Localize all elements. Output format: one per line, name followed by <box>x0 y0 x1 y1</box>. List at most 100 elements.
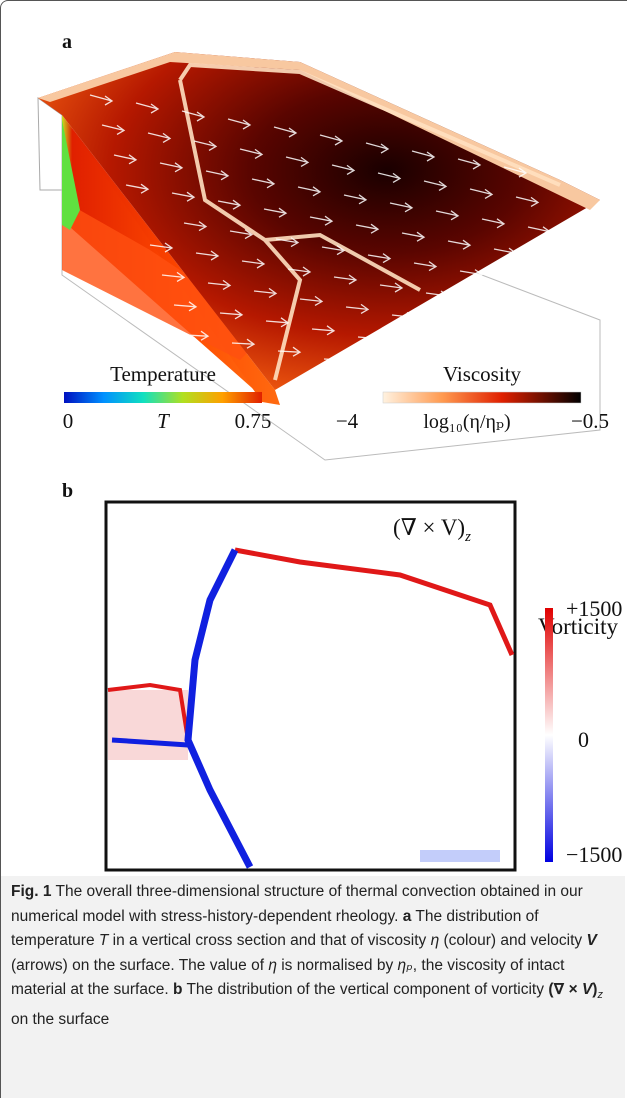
velocity-arrow <box>469 188 494 199</box>
velocity-arrow <box>333 274 358 285</box>
velocity-arrow <box>425 290 450 301</box>
velocity-arrow <box>239 148 264 159</box>
caption-text: on the surface <box>11 1010 110 1028</box>
velocity-arrow <box>515 196 540 207</box>
velocity-arrow <box>285 156 310 167</box>
velocity-arrow <box>369 362 394 373</box>
velocity-arrow <box>391 311 416 322</box>
velocity-arrow <box>193 140 218 151</box>
cross-section-shade <box>62 200 270 360</box>
caption-text: , the viscosity of intact material at th… <box>11 956 565 999</box>
velocity-arrow <box>449 349 474 360</box>
velocity-arrow <box>205 170 230 181</box>
velocity-arrow <box>539 255 564 266</box>
velocity-arrow <box>319 134 344 146</box>
velocity-arrow <box>323 354 348 365</box>
velocity-arrow <box>229 229 254 240</box>
annotation: (∇ × V)z <box>393 515 471 545</box>
velocity-arrow <box>527 226 552 237</box>
cross-section-cold <box>62 120 80 230</box>
vorticity-patch <box>108 690 188 760</box>
velocity-arrow <box>459 269 484 280</box>
velocity-arrow <box>265 317 290 328</box>
panel-label: b <box>62 480 73 502</box>
velocity-arrow <box>551 285 576 296</box>
velocity-arrow <box>423 180 448 191</box>
velocity-arrow <box>275 237 300 248</box>
colorbar-tick-label: 0 <box>578 727 589 752</box>
caption-symbol: z <box>597 989 603 1002</box>
negative-vorticity-band <box>184 548 254 869</box>
velocity-arrow <box>493 247 518 258</box>
caption-text: The distribution of the vertical compone… <box>182 981 549 998</box>
velocity-arrow <box>125 183 150 194</box>
figure-caption: Fig. 1 The overall three-dimensional str… <box>0 876 625 1098</box>
caption-symbol: ) <box>592 981 598 998</box>
velocity-arrow <box>173 301 198 312</box>
velocity-arrow <box>161 271 186 282</box>
caption-symbol: (∇ × <box>548 981 582 998</box>
velocity-arrow <box>287 266 312 277</box>
velocity-arrow <box>231 338 256 349</box>
vorticity-patch <box>420 850 500 862</box>
velocity-arrow <box>403 341 428 352</box>
velocity-arrow <box>377 172 402 183</box>
shear-band <box>178 62 561 381</box>
velocity-arrow <box>219 309 244 320</box>
velocity-arrow <box>343 194 368 205</box>
colorbar-label: T <box>157 409 170 433</box>
velocity-arrow <box>411 150 436 162</box>
velocity-arrow <box>321 245 346 256</box>
negative-vorticity-band <box>111 737 189 748</box>
caption-symbol: V <box>586 932 597 949</box>
velocity-arrow <box>437 319 462 330</box>
velocity-arrow <box>541 365 566 376</box>
velocity-arrow <box>277 346 302 357</box>
vorticity-colorbar <box>545 608 553 862</box>
colorbar-tick-label: 0 <box>63 409 74 433</box>
velocity-arrow <box>505 277 530 288</box>
caption-text: (colour) and velocity <box>439 932 587 949</box>
viscosity-colorbar <box>382 391 582 404</box>
colorbar-label: log₁₀(η/ηₚ) <box>423 411 510 433</box>
caption-symbol: T <box>98 932 109 949</box>
velocity-arrow <box>101 124 126 135</box>
caption-text: The distribution of temperature <box>11 907 539 950</box>
caption-text: is normalised by <box>276 956 398 974</box>
caption-text: The overall three-dimensional structure … <box>11 883 583 925</box>
velocity-arrow <box>159 162 184 173</box>
velocity-arrow <box>299 295 324 306</box>
velocity-arrow <box>357 333 382 344</box>
colorbar-tick-label: 0.75 <box>235 409 272 433</box>
velocity-arrow <box>135 102 160 114</box>
colorbar-tick-label: −1500 <box>566 842 622 867</box>
velocity-arrow <box>181 110 206 122</box>
velocity-arrow <box>195 250 220 261</box>
velocity-arrow <box>529 335 554 346</box>
positive-vorticity-band <box>107 682 190 741</box>
caption-label: Fig. 1 <box>11 883 52 900</box>
velocity-arrow <box>227 118 252 130</box>
colorbar-title: Temperature <box>110 362 216 386</box>
velocity-arrow <box>331 164 356 175</box>
velocity-arrow <box>447 239 472 250</box>
caption-panel-ref: b <box>172 981 183 998</box>
velocity-arrow <box>297 186 322 197</box>
caption-symbol: ηₚ <box>397 956 413 974</box>
velocity-arrow <box>355 223 380 234</box>
velocity-arrow <box>413 261 438 272</box>
velocity-arrow <box>113 154 138 165</box>
caption-symbol: η <box>430 932 440 949</box>
velocity-arrow <box>251 178 276 189</box>
temperature-colorbar <box>64 392 262 403</box>
velocity-arrow <box>483 327 508 338</box>
velocity-arrow <box>365 142 390 154</box>
velocity-arrow <box>147 132 172 143</box>
colorbar-title: Viscosity <box>443 362 522 386</box>
velocity-arrow <box>379 282 404 293</box>
positive-vorticity-band <box>234 547 515 657</box>
caption-panel-ref: a <box>402 907 412 925</box>
velocity-arrow <box>389 202 414 213</box>
caption-symbol: V <box>581 981 593 998</box>
